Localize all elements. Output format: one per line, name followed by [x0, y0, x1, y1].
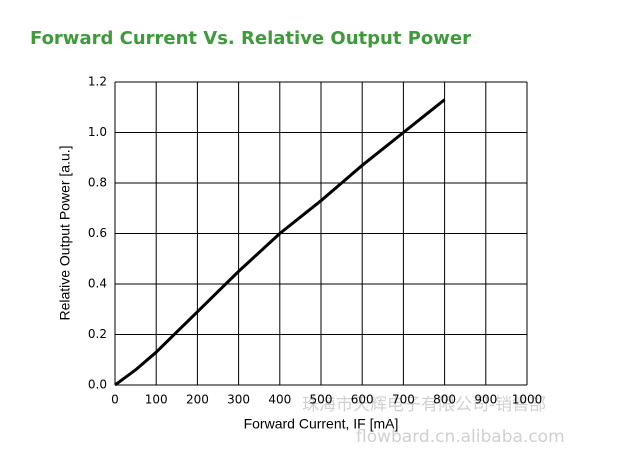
- y-tick-label: 0.6: [88, 226, 107, 240]
- x-tick-label: 200: [186, 393, 209, 407]
- watermark: flowbard.cn.alibaba.com: [356, 427, 565, 447]
- y-axis-label: Relative Output Power [a.u.]: [57, 145, 73, 320]
- x-tick-label: 700: [392, 393, 415, 407]
- x-tick-label: 0: [111, 393, 119, 407]
- y-tick-label: 0.4: [88, 277, 107, 291]
- y-tick-label: 1.2: [88, 75, 107, 89]
- y-tick-label: 0.0: [88, 378, 107, 392]
- x-axis-label: Forward Current, IF [mA]: [244, 416, 399, 432]
- x-tick-label: 800: [433, 393, 456, 407]
- x-tick-label: 400: [268, 393, 291, 407]
- y-tick-label: 0.8: [88, 176, 107, 190]
- x-tick-label: 1000: [512, 393, 543, 407]
- chart-title: Forward Current Vs. Relative Output Powe…: [30, 28, 471, 49]
- x-tick-label: 600: [351, 393, 374, 407]
- x-tick-label: 900: [474, 393, 497, 407]
- x-tick-label: 300: [227, 393, 250, 407]
- y-tick-label: 1.0: [88, 125, 107, 139]
- watermark: 珠海市天辉电子有限公司-销售部: [302, 395, 546, 415]
- x-tick-label: 500: [310, 393, 333, 407]
- line: [114, 98, 446, 387]
- y-tick-label: 0.2: [88, 327, 107, 341]
- x-tick-label: 100: [145, 393, 168, 407]
